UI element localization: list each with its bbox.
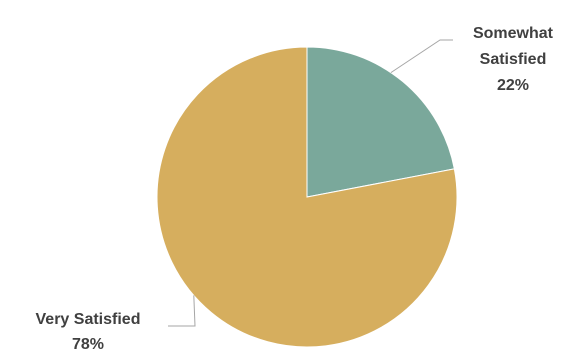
- slice-category-label-1: Satisfied: [480, 51, 547, 68]
- pie-slice-2: [156, 46, 458, 348]
- slice-percent-label-1: 22%: [497, 77, 529, 94]
- slice-percent-label-2: 78%: [72, 336, 104, 353]
- slice-category-label-2: Very Satisfied: [36, 311, 141, 328]
- slice-category-label-1: Somewhat: [473, 25, 554, 42]
- pie-slice-1: [306, 46, 455, 198]
- leader-line-1: [390, 39, 453, 74]
- leader-line-2: [168, 295, 196, 327]
